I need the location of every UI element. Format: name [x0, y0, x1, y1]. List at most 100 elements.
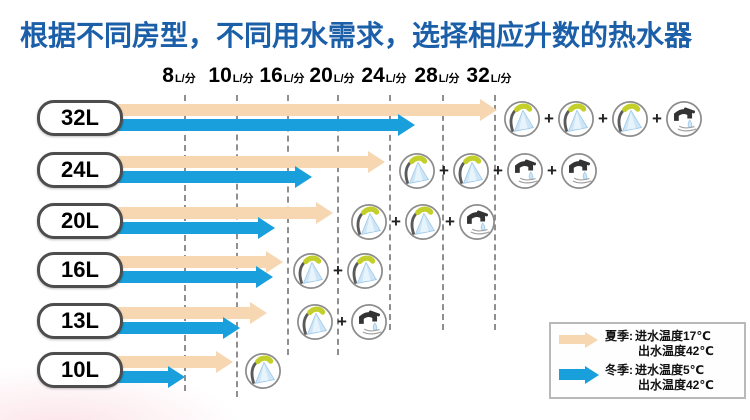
inlet-temp: 进水温度17℃ [635, 328, 711, 343]
flow-tick-16: 16L/分 [250, 64, 314, 88]
summer-flow-bar-10l [112, 351, 233, 373]
plus-sign: + [652, 109, 662, 128]
arrow-head [168, 366, 185, 388]
usage-icons-20l: + + [350, 201, 496, 243]
usage-icons-32l: + + + [503, 98, 703, 140]
shower-icon [404, 203, 442, 241]
flow-tick-28: 28L/分 [405, 64, 469, 88]
gridline-16lpm [287, 95, 289, 355]
usage-icons-16l: + [292, 250, 384, 292]
winter-flow-bar-16l [112, 266, 273, 288]
flow-tick-10: 10L/分 [199, 64, 263, 88]
outlet-temp: 出水温度42℃ [638, 377, 714, 392]
shower-icon [503, 100, 541, 138]
flow-tick-8: 8L/分 [147, 64, 211, 88]
plus-sign: + [391, 212, 401, 231]
winter-flow-bar-24l [112, 166, 312, 188]
tick-unit: L/分 [385, 73, 407, 85]
winter-flow-bar-10l [112, 366, 185, 388]
capacity-text: 20L [61, 208, 99, 233]
faucet-icon [560, 152, 598, 190]
arrow-head [250, 302, 267, 324]
arrow-head [368, 151, 385, 173]
faucet-icon [665, 100, 703, 138]
legend-winter-text: 冬季: 进水温度5℃ 出水温度42℃ [605, 363, 714, 393]
heater-capacity-label-16l: 16L [37, 252, 123, 288]
flow-tick-20: 20L/分 [300, 64, 364, 88]
flow-tick-32: 32L/分 [457, 64, 521, 88]
arrow-head [295, 166, 312, 188]
capacity-text: 16L [61, 257, 99, 282]
arrow-head [480, 99, 497, 121]
legend-winter-row: 冬季: 进水温度5℃ 出水温度42℃ [551, 363, 744, 393]
heater-capacity-label-10l: 10L [37, 352, 123, 388]
outlet-temp: 出水温度42℃ [638, 343, 714, 358]
shower-icon [346, 252, 384, 290]
plus-sign: + [337, 312, 347, 331]
heater-capacity-label-24l: 24L [37, 152, 123, 188]
gridline-20lpm [337, 95, 339, 355]
shower-icon [557, 100, 595, 138]
tick-value: 20 [309, 64, 333, 87]
capacity-text: 24L [61, 157, 99, 182]
tick-unit: L/分 [438, 73, 460, 85]
usage-icons-24l: + + + [398, 150, 598, 192]
shower-icon [296, 303, 334, 341]
gridline-28lpm [442, 95, 444, 330]
plus-sign: + [544, 109, 554, 128]
winter-arrow-icon [559, 365, 605, 384]
inlet-temp: 进水温度5℃ [635, 362, 705, 377]
arrow-head [258, 217, 275, 239]
plus-sign: + [493, 161, 503, 180]
tick-value: 24 [361, 64, 385, 87]
plus-sign: + [445, 212, 455, 231]
arrow-head [256, 266, 273, 288]
season-label: 夏季: [605, 328, 633, 343]
heater-capacity-label-13l: 13L [37, 303, 123, 339]
tick-unit: L/分 [333, 73, 355, 85]
tick-value: 28 [414, 64, 438, 87]
summer-flow-bar-20l [112, 202, 333, 224]
heater-capacity-label-20l: 20L [37, 203, 123, 239]
shower-icon [292, 252, 330, 290]
capacity-text: 32L [61, 105, 99, 130]
capacity-text: 10L [61, 357, 99, 382]
shower-icon [452, 152, 490, 190]
tick-unit: L/分 [283, 73, 305, 85]
summer-flow-bar-24l [112, 151, 385, 173]
summer-flow-bar-13l [112, 302, 267, 324]
shower-icon [611, 100, 649, 138]
flow-tick-24: 24L/分 [352, 64, 416, 88]
shower-icon [398, 152, 436, 190]
page-title: 根据不同房型，不同用水需求，选择相应升数的热水器 [20, 20, 693, 51]
tick-value: 10 [208, 64, 232, 87]
usage-icons-10l [244, 350, 282, 392]
shower-icon [350, 203, 388, 241]
faucet-icon [506, 152, 544, 190]
winter-flow-bar-20l [112, 217, 275, 239]
plus-sign: + [598, 109, 608, 128]
arrow-head [398, 114, 415, 136]
faucet-icon [350, 303, 388, 341]
legend-summer-row: 夏季: 进水温度17℃ 出水温度42℃ [551, 329, 744, 359]
arrow-head [216, 351, 233, 373]
usage-icons-13l: + [296, 301, 388, 343]
tick-unit: L/分 [174, 73, 196, 85]
arrow-head [223, 317, 240, 339]
gridline-32lpm [494, 95, 496, 330]
gridline-8lpm [184, 95, 186, 391]
legend: 夏季: 进水温度17℃ 出水温度42℃ 冬季: 进水温度5℃ 出水温度42℃ [549, 322, 746, 399]
tick-value: 16 [259, 64, 283, 87]
capacity-text: 13L [61, 308, 99, 333]
winter-flow-bar-13l [112, 317, 240, 339]
legend-summer-text: 夏季: 进水温度17℃ 出水温度42℃ [605, 329, 714, 359]
tick-unit: L/分 [490, 73, 512, 85]
plus-sign: + [547, 161, 557, 180]
plus-sign: + [333, 261, 343, 280]
tick-value: 8 [162, 64, 174, 87]
faucet-icon [458, 203, 496, 241]
gridline-24lpm [389, 95, 391, 330]
tick-unit: L/分 [232, 73, 254, 85]
season-label: 冬季: [605, 362, 633, 377]
